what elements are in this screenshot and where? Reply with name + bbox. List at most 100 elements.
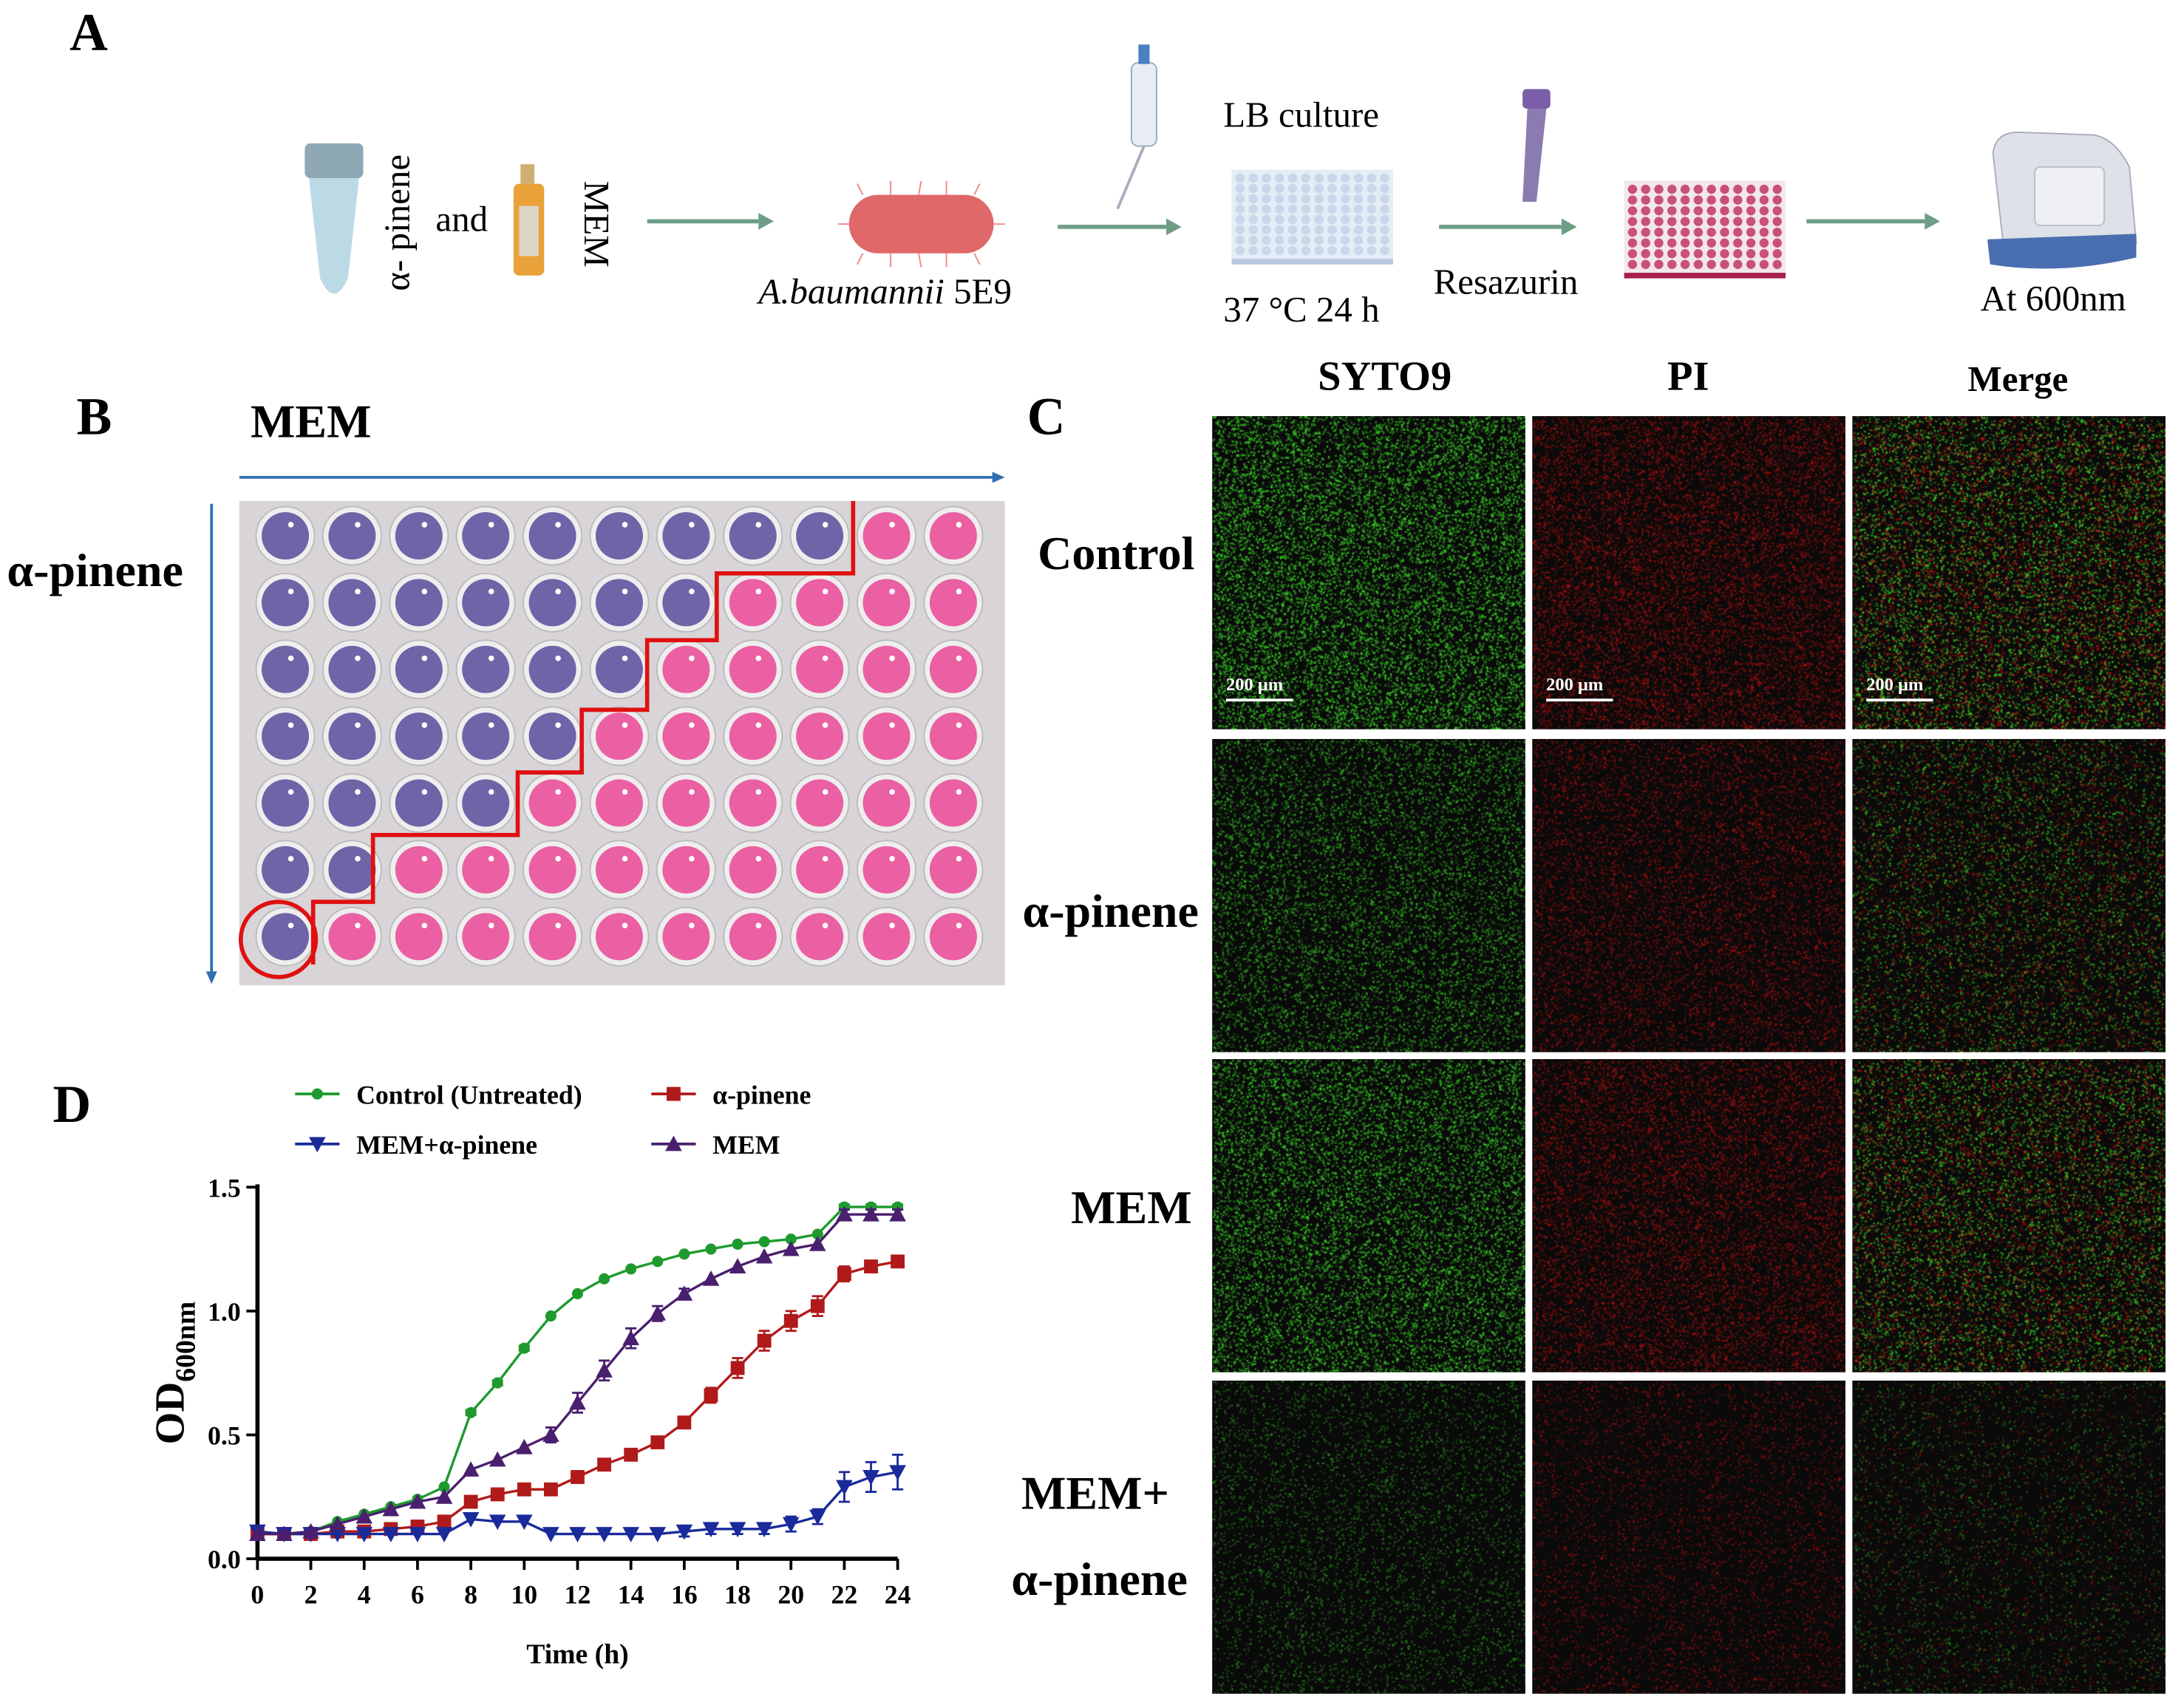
well — [1314, 184, 1323, 193]
panel-label-b: B — [77, 387, 112, 449]
well — [1367, 205, 1376, 214]
well — [1275, 184, 1284, 193]
tube-icon — [304, 143, 363, 293]
x-tick-label: 6 — [411, 1579, 424, 1609]
well — [1354, 236, 1363, 245]
well — [1706, 217, 1715, 225]
y-axis-label: OD600nm — [148, 1302, 202, 1445]
data-point — [464, 1495, 478, 1509]
well-pink — [863, 846, 911, 894]
micrograph-merge — [1852, 1059, 2165, 1372]
micrograph-merge: 200 μm — [1852, 416, 2165, 729]
well-purple — [529, 712, 576, 760]
well-pink — [796, 579, 843, 626]
well — [1681, 217, 1689, 225]
well-highlight — [956, 522, 962, 528]
well — [1746, 217, 1755, 225]
data-point — [519, 1343, 530, 1354]
mem-gradient-label: MEM — [251, 397, 372, 450]
well-pink — [796, 646, 843, 693]
well — [1628, 249, 1637, 258]
well — [1380, 236, 1389, 245]
well-highlight — [622, 522, 628, 528]
well-highlight — [689, 722, 695, 728]
well-highlight — [823, 856, 828, 862]
y-tick-label: 0.5 — [208, 1421, 241, 1451]
figure: A — [0, 0, 2178, 1708]
panel-label-c: C — [1027, 387, 1066, 449]
well — [1367, 215, 1376, 224]
well-purple — [729, 512, 777, 559]
well — [1773, 249, 1782, 258]
data-point — [729, 1258, 746, 1273]
dropper-icon — [1522, 89, 1551, 203]
data-point — [649, 1305, 666, 1321]
well — [1667, 185, 1676, 194]
series-MEM — [249, 1206, 906, 1541]
well — [1654, 217, 1663, 225]
well — [1248, 174, 1257, 183]
y-tick-label: 0.0 — [208, 1545, 241, 1574]
well — [1275, 236, 1284, 245]
well-highlight — [355, 656, 361, 661]
well — [1275, 246, 1284, 255]
data-point — [678, 1248, 690, 1259]
bacteria-label: A.baumannii 5E9 — [758, 271, 1012, 313]
well — [1654, 239, 1663, 248]
incubation-label: 37 °C 24 h — [1223, 290, 1379, 331]
well-pink — [796, 780, 843, 827]
well-highlight — [355, 922, 361, 928]
well-highlight — [288, 522, 294, 528]
well-pink — [863, 712, 911, 760]
data-point — [704, 1388, 718, 1402]
well-highlight — [756, 789, 762, 795]
well — [1760, 185, 1769, 194]
well — [1654, 206, 1663, 215]
well-purple — [662, 512, 709, 559]
well — [1314, 194, 1323, 203]
plate-base — [1624, 273, 1786, 279]
well-highlight — [555, 589, 561, 595]
x-tick-label: 18 — [724, 1579, 751, 1609]
well — [1262, 194, 1270, 203]
well — [1327, 225, 1336, 234]
well — [1760, 239, 1769, 248]
well-pink — [796, 846, 843, 894]
well — [1667, 206, 1676, 215]
well-pink — [729, 846, 777, 894]
well — [1681, 185, 1689, 194]
well-highlight — [489, 722, 494, 728]
well-highlight — [355, 522, 361, 528]
well — [1380, 174, 1389, 183]
well — [1327, 236, 1336, 245]
well-purple — [328, 712, 375, 760]
well — [1773, 228, 1782, 237]
well-highlight — [422, 522, 428, 528]
well — [1773, 260, 1782, 269]
well-highlight — [823, 922, 828, 928]
micrograph-merge — [1852, 739, 2165, 1052]
well — [1667, 228, 1676, 237]
well — [1628, 260, 1637, 269]
well — [1367, 225, 1376, 234]
well — [1681, 228, 1689, 237]
well-highlight — [422, 922, 428, 928]
column-header-pi: PI — [1604, 353, 1772, 401]
well-highlight — [956, 856, 962, 862]
well-purple — [262, 646, 309, 693]
well — [1341, 174, 1350, 183]
well — [1367, 174, 1376, 183]
well-highlight — [555, 522, 561, 528]
well — [1694, 217, 1703, 225]
data-point — [650, 1435, 664, 1449]
well-highlight — [555, 656, 561, 661]
data-point — [864, 1259, 878, 1273]
well-pink — [596, 712, 643, 760]
micrograph-merge — [1852, 1381, 2165, 1694]
well — [1367, 236, 1376, 245]
well-highlight — [288, 856, 294, 862]
well-highlight — [889, 722, 895, 728]
row-label-combo-line2: α-pinene — [988, 1554, 1211, 1607]
connector-label: and — [435, 199, 488, 240]
well-pink — [662, 913, 709, 960]
